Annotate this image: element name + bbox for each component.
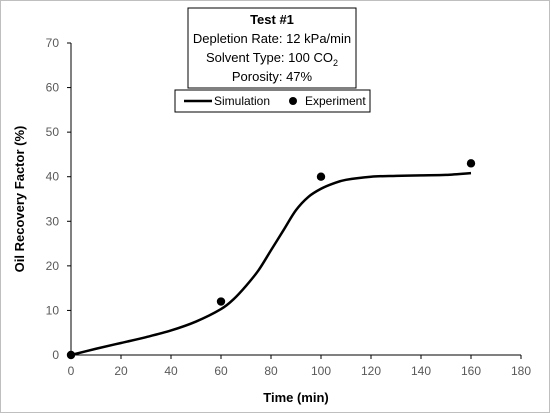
experiment-data-point bbox=[66, 350, 76, 360]
y-tick-label: 30 bbox=[46, 214, 60, 228]
experiment-data-point bbox=[466, 159, 476, 168]
info-box-solvent-subscript: 2 bbox=[333, 58, 338, 68]
y-axis-title: Oil Recovery Factor (%) bbox=[12, 126, 27, 273]
simulation-series-line bbox=[70, 171, 472, 357]
y-tick-labels: 0 10 20 30 40 50 60 70 bbox=[46, 36, 71, 362]
y-tick-label: 0 bbox=[52, 348, 59, 362]
experiment-data-point bbox=[316, 172, 326, 181]
x-tick-label: 140 bbox=[411, 364, 431, 378]
x-tick-labels: 0 20 40 60 80 100 120 140 160 180 bbox=[68, 355, 531, 378]
x-tick-label: 40 bbox=[164, 364, 178, 378]
series-layer bbox=[66, 159, 476, 360]
x-tick-label: 100 bbox=[311, 364, 331, 378]
x-tick-label: 60 bbox=[214, 364, 228, 378]
info-box-solvent-type: Solvent Type: 100 CO2 bbox=[206, 50, 338, 68]
legend-simulation-label: Simulation bbox=[214, 94, 270, 108]
y-tick-label: 60 bbox=[46, 81, 60, 95]
x-axis-title: Time (min) bbox=[263, 390, 329, 405]
y-tick-label: 20 bbox=[46, 259, 60, 273]
y-tick-label: 10 bbox=[46, 303, 60, 317]
info-box-border bbox=[187, 7, 357, 89]
x-tick-label: 180 bbox=[511, 364, 531, 378]
x-tick-label: 20 bbox=[114, 364, 128, 378]
x-tick-label: 160 bbox=[461, 364, 481, 378]
y-tick-label: 40 bbox=[46, 170, 60, 184]
x-tick-label: 0 bbox=[68, 364, 75, 378]
axes bbox=[70, 43, 521, 356]
info-box: Test #1 Depletion Rate: 12 kPa/min Solve… bbox=[187, 7, 357, 89]
legend-border bbox=[174, 89, 371, 113]
legend: Simulation Experiment bbox=[174, 89, 371, 113]
legend-experiment-swatch bbox=[289, 97, 297, 105]
info-box-depletion-rate: Depletion Rate: 12 kPa/min bbox=[193, 31, 351, 46]
info-box-porosity: Porosity: 47% bbox=[232, 69, 313, 84]
x-tick-label: 80 bbox=[264, 364, 278, 378]
y-tick-label: 70 bbox=[46, 36, 60, 50]
info-box-solvent-text: Solvent Type: 100 CO bbox=[206, 50, 333, 65]
experiment-data-point bbox=[216, 297, 226, 306]
info-box-title: Test #1 bbox=[250, 12, 294, 27]
x-tick-label: 120 bbox=[361, 364, 381, 378]
legend-experiment-label: Experiment bbox=[305, 94, 366, 108]
y-tick-label: 50 bbox=[46, 125, 60, 139]
